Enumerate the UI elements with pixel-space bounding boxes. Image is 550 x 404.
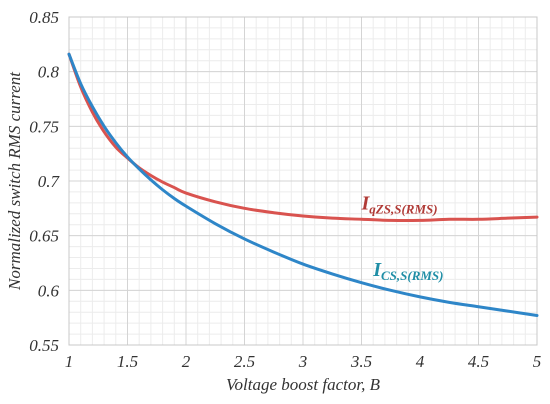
x-tick-label: 2 — [182, 352, 191, 371]
series-line-iqzs — [67, 52, 539, 222]
y-tick-label: 0.8 — [38, 63, 60, 82]
x-axis-label: Voltage boost factor, B — [226, 375, 381, 394]
y-tick-label: 0.7 — [38, 172, 61, 191]
x-tick-label: 4 — [416, 352, 425, 371]
series-line-ics — [67, 52, 539, 317]
y-tick-labels: 0.55 0.6 0.65 0.7 0.75 0.8 0.85 — [29, 8, 60, 355]
y-tick-label: 0.65 — [29, 227, 59, 246]
y-tick-label: 0.85 — [29, 8, 59, 27]
series-label-ics: ICS,S(RMS) — [372, 259, 443, 283]
x-tick-label: 3.5 — [350, 352, 372, 371]
x-tick-label: 5 — [533, 352, 542, 371]
x-tick-label: 1.5 — [117, 352, 138, 371]
series-labels: IqZS,S(RMS) ICS,S(RMS) — [361, 192, 444, 283]
x-tick-label: 3 — [298, 352, 308, 371]
y-tick-label: 0.75 — [29, 117, 59, 136]
series-layer — [67, 52, 539, 317]
plot-frame — [68, 16, 538, 346]
x-tick-label: 4.5 — [468, 352, 489, 371]
x-tick-label: 2.5 — [234, 352, 255, 371]
series-label-iqzs: IqZS,S(RMS) — [361, 192, 438, 216]
y-tick-label: 0.6 — [38, 281, 60, 300]
x-tick-label: 1 — [65, 352, 74, 371]
y-axis-label: Normalized switch RMS current — [5, 71, 24, 291]
x-tick-labels: 1 1.5 2 2.5 3 3.5 4 4.5 5 — [65, 352, 542, 371]
y-tick-label: 0.55 — [29, 336, 59, 355]
